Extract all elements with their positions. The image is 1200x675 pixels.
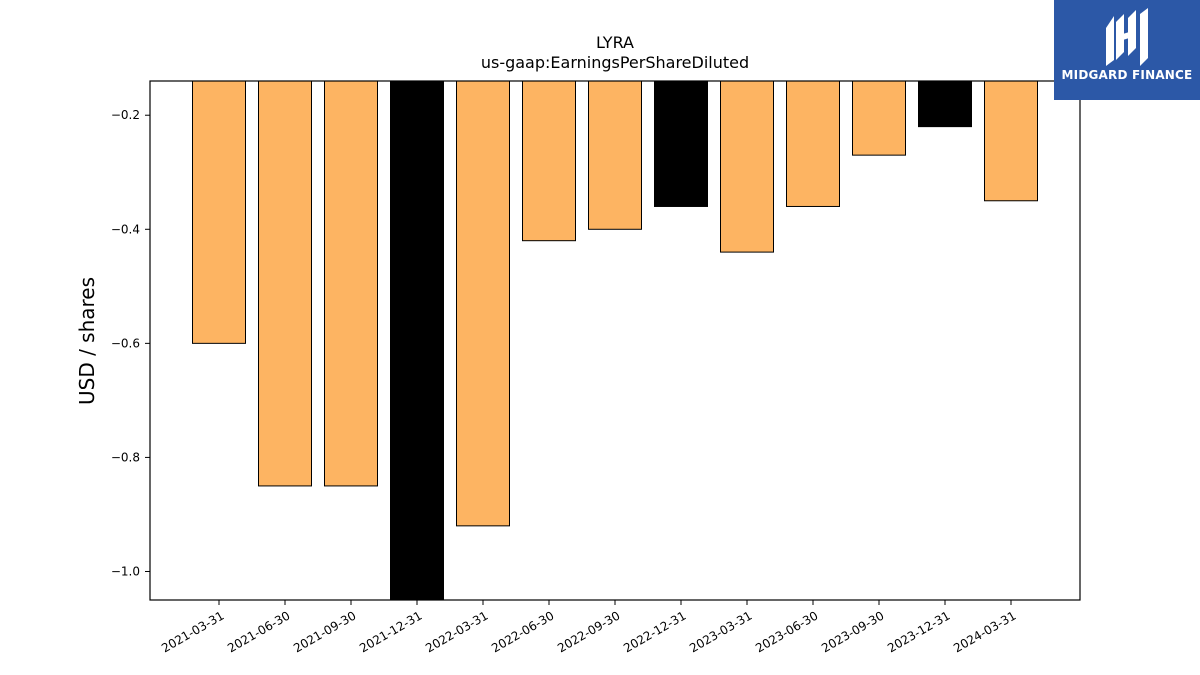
bar-2023-09-30 — [852, 80, 906, 156]
y-tick-label: −0.6 — [111, 336, 140, 350]
bar-2021-12-31 — [390, 80, 444, 601]
bar-2021-06-30 — [258, 80, 312, 487]
y-axis-label: USD / shares — [75, 277, 99, 405]
bar-2021-03-31 — [192, 80, 246, 344]
bar-2021-09-30 — [324, 80, 378, 487]
x-tick-label: 2021-06-30 — [225, 608, 292, 655]
y-tick-label: −0.4 — [111, 222, 140, 236]
chart-title: LYRA — [596, 33, 634, 52]
plot-area-frame — [149, 80, 1081, 601]
x-tick-label: 2023-09-30 — [819, 608, 886, 655]
bar-2023-03-31 — [720, 80, 774, 253]
x-tick-label: 2022-06-30 — [489, 608, 556, 655]
bar-2022-03-31 — [456, 80, 510, 527]
brand-logo: MIDGARD FINANCE — [1054, 0, 1200, 100]
x-tick-label: 2022-03-31 — [423, 608, 490, 655]
bar-2023-12-31 — [918, 80, 972, 128]
midgard-logo-mark-icon — [1106, 8, 1148, 66]
x-tick-label: 2023-06-30 — [753, 608, 820, 655]
bar-2022-12-31 — [654, 80, 708, 207]
brand-name: MIDGARD FINANCE — [1061, 68, 1193, 82]
x-tick-label: 2022-12-31 — [621, 608, 688, 655]
bar-2024-03-31 — [984, 80, 1038, 202]
x-tick-label: 2022-09-30 — [555, 608, 622, 655]
bar-2022-09-30 — [588, 80, 642, 230]
x-tick-label: 2024-03-31 — [951, 608, 1018, 655]
y-axis-ticks: −0.2 −0.4 −0.6 −0.8 −1.0 — [111, 108, 150, 578]
chart-subtitle: us-gaap:EarningsPerShareDiluted — [481, 53, 749, 72]
x-tick-label: 2021-09-30 — [291, 608, 358, 655]
y-tick-label: −0.8 — [111, 450, 140, 464]
y-tick-label: −1.0 — [111, 564, 140, 578]
x-tick-label: 2023-03-31 — [687, 608, 754, 655]
bars-layer — [192, 80, 1038, 601]
x-tick-label: 2021-03-31 — [159, 608, 226, 655]
bar-2022-06-30 — [522, 80, 576, 242]
y-tick-label: −0.2 — [111, 108, 140, 122]
x-tick-label: 2021-12-31 — [357, 608, 424, 655]
bar-2023-06-30 — [786, 80, 840, 207]
x-axis-ticks: 2021-03-312021-06-302021-09-302021-12-31… — [159, 600, 1019, 655]
x-tick-label: 2023-12-31 — [885, 608, 952, 655]
